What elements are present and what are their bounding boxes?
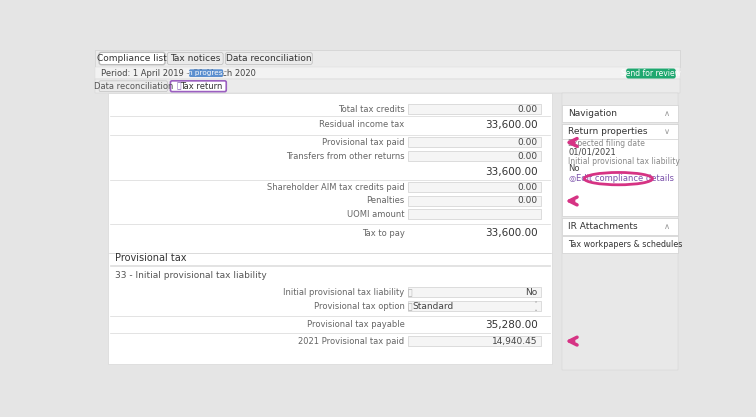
Text: Data reconciliation: Data reconciliation xyxy=(94,82,173,91)
Text: ∧: ∧ xyxy=(665,222,671,231)
FancyBboxPatch shape xyxy=(189,69,223,77)
Text: Data reconciliation: Data reconciliation xyxy=(226,54,311,63)
Bar xyxy=(408,208,541,219)
Text: ∨: ∨ xyxy=(665,127,671,136)
Text: Provisional tax: Provisional tax xyxy=(115,253,186,263)
Text: Navigation: Navigation xyxy=(568,109,617,118)
Text: Provisional tax payable: Provisional tax payable xyxy=(307,320,404,329)
Bar xyxy=(562,236,678,253)
Text: Tax notices: Tax notices xyxy=(170,54,221,63)
Bar xyxy=(94,79,680,93)
Text: 33 - Initial provisional tax liability: 33 - Initial provisional tax liability xyxy=(115,271,266,280)
Bar xyxy=(408,104,541,114)
Text: Provisional tax option: Provisional tax option xyxy=(314,302,404,311)
Text: Total tax credits: Total tax credits xyxy=(338,105,404,114)
FancyBboxPatch shape xyxy=(626,68,676,78)
Bar xyxy=(94,67,680,79)
Text: ⓘ: ⓘ xyxy=(407,302,412,311)
Bar xyxy=(562,106,678,123)
Text: Compliance list: Compliance list xyxy=(98,54,167,63)
Bar xyxy=(408,137,541,147)
Text: Tax return: Tax return xyxy=(180,82,222,91)
Bar xyxy=(408,196,541,206)
Text: Residual income tax: Residual income tax xyxy=(319,120,404,129)
Text: In progress: In progress xyxy=(186,70,226,76)
Text: ⌃
⌄: ⌃ ⌄ xyxy=(534,301,538,312)
Text: Penalties: Penalties xyxy=(366,196,404,206)
FancyBboxPatch shape xyxy=(225,53,312,65)
Bar xyxy=(94,50,680,67)
Text: Shareholder AIM tax credits paid: Shareholder AIM tax credits paid xyxy=(267,183,404,191)
Text: 0.00: 0.00 xyxy=(518,138,538,147)
Text: 0.00: 0.00 xyxy=(518,152,538,161)
Text: Transfers from other returns: Transfers from other returns xyxy=(286,152,404,161)
Text: 14,940.45: 14,940.45 xyxy=(492,337,538,346)
Text: 2021 Provisional tax paid: 2021 Provisional tax paid xyxy=(299,337,404,346)
Text: 0.00: 0.00 xyxy=(518,196,538,206)
Text: 0.00: 0.00 xyxy=(518,105,538,114)
Text: 📄: 📄 xyxy=(177,82,181,91)
Text: 33,600.00: 33,600.00 xyxy=(485,228,538,238)
Text: ∧: ∧ xyxy=(665,109,671,118)
Text: Tax to pay: Tax to pay xyxy=(361,229,404,238)
Text: Return properties: Return properties xyxy=(568,127,648,136)
FancyBboxPatch shape xyxy=(99,53,165,65)
Text: IR Attachments: IR Attachments xyxy=(568,222,637,231)
Bar xyxy=(562,124,678,139)
Bar xyxy=(408,336,541,346)
Bar xyxy=(562,124,678,216)
Text: 33,600.00: 33,600.00 xyxy=(485,120,538,130)
Text: Standard: Standard xyxy=(412,302,454,311)
Text: UOMI amount: UOMI amount xyxy=(347,210,404,219)
Bar xyxy=(408,301,541,311)
Text: Edit compliance details: Edit compliance details xyxy=(576,174,674,183)
Text: No: No xyxy=(525,288,538,297)
Bar xyxy=(408,182,541,192)
FancyBboxPatch shape xyxy=(167,53,223,65)
Bar xyxy=(108,253,552,364)
Text: 33,600.00: 33,600.00 xyxy=(485,167,538,177)
Text: ∧: ∧ xyxy=(665,240,671,249)
Text: Expected filing date: Expected filing date xyxy=(568,139,645,148)
Text: 35,280.00: 35,280.00 xyxy=(485,320,538,330)
FancyBboxPatch shape xyxy=(170,81,226,92)
Bar xyxy=(408,151,541,161)
Text: No: No xyxy=(568,164,580,173)
Bar xyxy=(562,218,678,235)
Text: Provisional tax paid: Provisional tax paid xyxy=(322,138,404,147)
Bar xyxy=(108,93,552,259)
Text: 01/01/2021: 01/01/2021 xyxy=(568,147,616,156)
Text: Period: 1 April 2019 – 31 March 2020: Period: 1 April 2019 – 31 March 2020 xyxy=(101,69,256,78)
Text: Initial provisional tax liability: Initial provisional tax liability xyxy=(568,157,680,166)
Text: Initial provisional tax liability: Initial provisional tax liability xyxy=(284,288,404,297)
Text: Send for review: Send for review xyxy=(621,69,681,78)
Bar xyxy=(562,93,678,370)
Text: 0.00: 0.00 xyxy=(518,183,538,191)
Text: ◎: ◎ xyxy=(568,174,575,183)
FancyBboxPatch shape xyxy=(99,81,167,92)
Text: ⓘ: ⓘ xyxy=(407,288,412,297)
Bar xyxy=(408,287,541,297)
Text: Tax workpapers & schedules: Tax workpapers & schedules xyxy=(568,240,683,249)
